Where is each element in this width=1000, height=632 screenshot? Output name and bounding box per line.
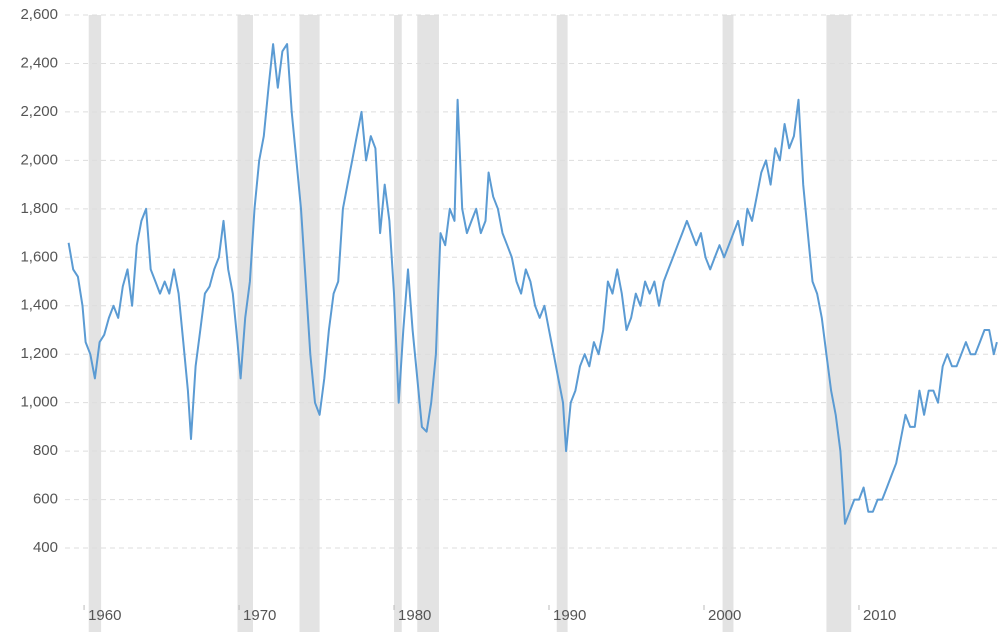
y-tick-label: 1,400 <box>20 297 58 314</box>
series-line <box>67 43 998 525</box>
recession-band <box>556 15 568 632</box>
grid: 400 600 800 1,000 1,200 1,400 1,600 1,800 2,000 2… <box>20 6 1000 624</box>
x-tick-label: 2000 <box>708 607 741 624</box>
recession-band <box>826 15 852 632</box>
y-tick-label: 600 <box>33 491 58 508</box>
y-tick-label: 2,200 <box>20 103 58 120</box>
recession-bands <box>88 15 852 632</box>
recession-band <box>722 15 734 632</box>
y-tick-label: 1,000 <box>20 394 58 411</box>
x-tick-label: 2010 <box>863 607 896 624</box>
x-tick-label: 1970 <box>243 607 276 624</box>
y-tick-label: 1,800 <box>20 200 58 217</box>
recession-band <box>417 15 439 632</box>
x-tick-label: 1980 <box>398 607 431 624</box>
y-tick-label: 2,400 <box>20 54 58 71</box>
y-tick-label: 2,600 <box>20 6 58 23</box>
y-tick-label: 1,200 <box>20 345 58 362</box>
recession-band <box>299 15 320 632</box>
y-tick-label: 800 <box>33 442 58 459</box>
recession-band <box>88 15 102 632</box>
y-tick-label: 2,000 <box>20 151 58 168</box>
plot <box>67 43 998 525</box>
y-tick-label: 400 <box>33 539 58 556</box>
x-tick-label: 1990 <box>553 607 586 624</box>
y-tick-label: 1,600 <box>20 248 58 265</box>
x-tick-label: 1960 <box>88 607 121 624</box>
recession-band <box>394 15 402 632</box>
